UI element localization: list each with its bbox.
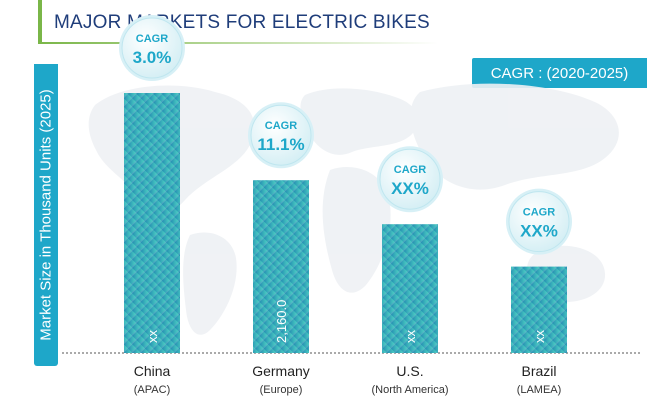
cagr-heading: CAGR	[265, 120, 297, 132]
cagr-period-label: CAGR : (2020-2025)	[490, 64, 629, 82]
bar-value-label: xx	[532, 330, 547, 344]
cagr-bubble	[508, 191, 570, 253]
bar-value-label: xx	[145, 330, 160, 344]
x-tick-label: U.S.	[396, 363, 423, 379]
bar	[382, 224, 438, 353]
cagr-heading: CAGR	[523, 207, 555, 219]
bar-group: 2,160.0 CAGR 11.1% Germany (Europe)	[248, 102, 314, 396]
x-tick-region: (LAMEA)	[517, 384, 562, 396]
bar	[124, 93, 180, 353]
cagr-value: XX%	[391, 179, 429, 198]
bar	[511, 266, 567, 353]
bar	[253, 180, 309, 353]
x-tick-region: (APAC)	[134, 384, 170, 396]
cagr-heading: CAGR	[136, 33, 168, 45]
y-axis-label-band	[34, 64, 58, 366]
bar-group: xx CAGR 3.0% China (APAC)	[119, 15, 185, 396]
cagr-bubble	[250, 104, 312, 166]
bars-layer: xx CAGR 3.0% China (APAC) 2,160.0 CAGR 11.1% Ger…	[119, 15, 572, 396]
cagr-value: 3.0%	[133, 48, 172, 67]
title-accent-rule	[38, 0, 42, 44]
cagr-bubble	[379, 148, 441, 210]
cagr-heading: CAGR	[394, 164, 426, 176]
bar-group: xx CAGR XX% U.S. (North America)	[371, 146, 449, 396]
cagr-bubble	[121, 17, 183, 79]
x-tick-label: China	[134, 363, 171, 379]
cagr-value: XX%	[520, 222, 558, 241]
cagr-period-badge: CAGR : (2020-2025)	[472, 58, 647, 88]
title-underline	[38, 42, 438, 44]
x-tick-region: (North America)	[371, 384, 448, 396]
x-tick-region: (Europe)	[260, 384, 303, 396]
bar-group: xx CAGR XX% Brazil (LAMEA)	[506, 188, 572, 396]
bar-value-label: 2,160.0	[274, 300, 289, 343]
bar-value-label: xx	[403, 330, 418, 344]
cagr-value: 11.1%	[257, 135, 304, 154]
x-tick-label: Germany	[252, 363, 310, 379]
x-tick-label: Brazil	[521, 363, 556, 379]
